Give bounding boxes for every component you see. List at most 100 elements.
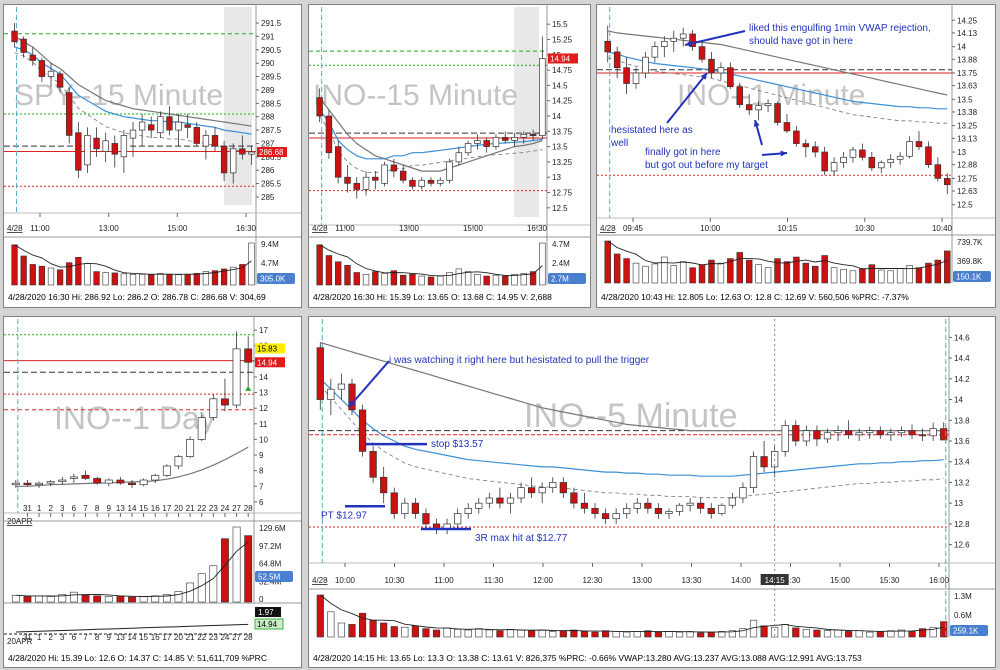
ino1-annotation-hesitated: hesistated here as well	[610, 125, 693, 149]
ino5-candle-body	[781, 425, 789, 452]
ino5-volume-badge	[950, 625, 988, 636]
ino1d-last-price-text: 14.94	[257, 358, 278, 367]
chart-svg-ino5[interactable]: INO--5 Minute 14.6 14.4 14.2 14 13.8 13.6 13.4 1…	[309, 317, 996, 651]
info-bar-spy15: 4/28/2020 16:30 Hi: 286.92 Lo: 286.2 O: …	[8, 292, 266, 302]
spy15-candle-body	[175, 121, 182, 131]
ino5-volume-bar	[327, 611, 335, 638]
ino5-volume-bar	[506, 628, 515, 638]
ino5-y-tick-label: 13	[954, 499, 963, 508]
ino1-annotation-hesitated-line2: well	[610, 138, 628, 149]
ino5-y-tick-label: 14.2	[954, 375, 970, 384]
ino5-volume-bar	[633, 631, 641, 638]
ino1d-osc-x-tick-label: 2	[48, 633, 53, 642]
ino1-candle-body	[764, 103, 772, 106]
ino15-candle-body	[325, 115, 333, 154]
ino5-x-tick-label: 15:30	[879, 576, 900, 585]
ino15-volume-tick-label: 4.7M	[552, 240, 570, 249]
ino5-volume-bar	[380, 622, 388, 638]
ino1d-volume-bar	[23, 596, 32, 603]
ino1d-osc-badge-1-text: 1.97	[258, 608, 274, 617]
ino1-y-tick-label: 12.63	[957, 187, 978, 196]
chart-svg-ino1[interactable]: INO--1 Minute 14.25 14.13 14 13.88 13.75 13.63…	[597, 5, 996, 290]
ino15-volume-bar	[502, 275, 509, 286]
chart-pane-spy-15min[interactable]: SPY--15 Minute 291.5 291 290.5 290 289.5 289 28…	[3, 4, 302, 308]
ino1-volume-bar	[623, 258, 630, 284]
ino15-ma-line	[319, 97, 543, 172]
ino5-candle-body	[675, 504, 684, 512]
ino1-y-tick-label: 13.88	[957, 55, 978, 64]
chart-pane-ino-1min[interactable]: INO--1 Minute 14.25 14.13 14 13.88 13.75 13.63…	[596, 4, 996, 308]
ino1-candle-body	[934, 164, 942, 179]
chart-svg-ino1d[interactable]: INO--1 Day171615141312111098763112367891…	[4, 317, 302, 651]
info-bar-ino1: 4/28/2020 10:43 Hi: 12.805 Lo: 12.63 O: …	[601, 292, 909, 302]
ino1d-y-tick-label: 14	[259, 373, 268, 382]
ino5-volume-bar	[369, 619, 377, 638]
ino1-volume-bar	[642, 265, 649, 284]
ino1d-osc-x-tick-label: 8	[95, 633, 100, 642]
ino15-candle-body	[381, 164, 388, 184]
spy15-candle-body	[220, 145, 228, 174]
spy15-last-price-text: 286.68	[259, 148, 284, 157]
chart-pane-ino-15min[interactable]: INO--15 Minute15.515.251514.7514.514.251…	[308, 4, 591, 308]
ino1-candle-body	[811, 146, 819, 153]
ino5-candle-body	[570, 492, 578, 504]
chart-svg-spy15[interactable]: SPY--15 Minute 291.5 291 290.5 290 289.5 289 28…	[4, 5, 302, 290]
spy15-volume-bar	[75, 256, 82, 286]
ino1-candle-body	[840, 156, 847, 163]
ino5-volume-bar	[792, 627, 800, 638]
ino5-volume-bar	[591, 631, 599, 638]
ino1d-osc-x-tick-label: 3	[60, 633, 65, 642]
ino1-candle-body	[821, 151, 828, 172]
ino1-volume-bar	[859, 268, 866, 284]
ino15-candle-body	[353, 182, 360, 190]
ino1-ma-dashed-line	[607, 57, 948, 124]
ino1d-osc-x-tick-label: 14	[128, 633, 137, 642]
ino5-volume-bar	[517, 629, 525, 638]
ino1d-candle-body	[139, 479, 148, 486]
ino1-date-label: 4/28	[600, 224, 616, 233]
spy15-volume-bar	[248, 242, 255, 286]
ino1d-volume-bar	[46, 596, 55, 603]
spy15-candle-body	[248, 151, 255, 155]
ino15-volume-bar	[427, 276, 435, 286]
ino15-candle-body	[455, 152, 463, 163]
ino5-candle-body	[749, 456, 758, 488]
chart-svg-ino15[interactable]: INO--15 Minute15.515.251514.7514.514.251…	[309, 5, 591, 290]
ino5-volume-bar	[771, 626, 779, 638]
ino15-x-tick-label: 13:00	[399, 224, 420, 233]
ino5-candle-body	[401, 502, 409, 514]
ino5-y-tick-label: 13.6	[954, 437, 970, 446]
ino5-candle-body	[718, 504, 726, 514]
spy15-y-tick-label: 291	[261, 32, 275, 41]
ino5-y-tick-label: 12.6	[954, 541, 970, 550]
ino1-candle-body	[849, 149, 857, 158]
ino15-y-tick-label: 14.25	[552, 97, 573, 106]
ino1-arrow-hesitated-head	[700, 73, 707, 80]
ino5-candle-body	[739, 487, 747, 499]
ino15-candle-body	[511, 137, 518, 141]
ino5-volume-bar	[675, 631, 684, 638]
spy15-volume-bar	[38, 265, 46, 286]
ino15-volume-bar	[381, 273, 388, 286]
ino1-volume-bar	[925, 262, 932, 284]
spy15-volume-bar	[93, 271, 100, 286]
spy15-date-label: 4/28	[7, 224, 23, 233]
ino5-candle-body	[496, 497, 504, 504]
ino1-volume-bar	[802, 262, 810, 284]
ino5-x-tick-label: 10:30	[384, 576, 405, 585]
ino1-y-tick-label: 13.13	[957, 134, 978, 143]
ino15-x-tick-label: 11:00	[335, 224, 355, 233]
ino5-candle-body	[908, 430, 916, 436]
chart-pane-ino-1day[interactable]: INO--1 Day171615141312111098763112367891…	[3, 316, 302, 668]
ino5-volume-bar	[401, 626, 409, 638]
ino1d-osc-x-tick-label: 24	[220, 633, 229, 642]
chart-pane-ino-5min[interactable]: INO--5 Minute 14.6 14.4 14.2 14 13.8 13.6 13.4 1…	[308, 316, 996, 668]
ino5-y-tick-label: 13.4	[954, 458, 970, 467]
spy15-candle-body	[111, 143, 118, 155]
ino1d-osc-badge-2-text: 14.94	[257, 620, 278, 629]
ino1d-candle-body	[232, 348, 241, 406]
spy15-candle-body	[193, 127, 200, 144]
spy15-y-tick-label: 286	[261, 166, 275, 175]
ino1d-volume-bar	[139, 596, 148, 603]
ino1-candle-body	[717, 67, 725, 74]
